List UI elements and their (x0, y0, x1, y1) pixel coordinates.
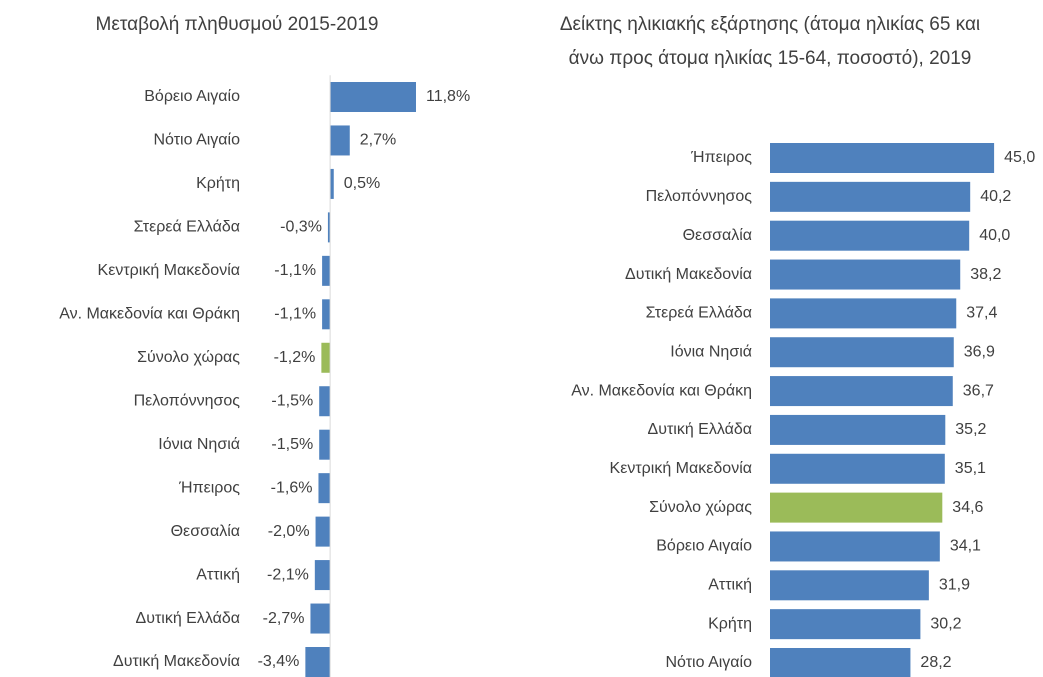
category-label: Δυτική Μακεδονία (113, 653, 240, 670)
bar (310, 603, 331, 634)
category-label: Δυτική Ελλάδα (648, 421, 753, 438)
bar (770, 143, 995, 173)
value-label: 35,2 (955, 421, 986, 438)
value-label: -1,5% (271, 436, 313, 453)
value-label: 0,5% (344, 175, 380, 192)
category-label: Ήπειρος (178, 479, 240, 496)
category-label: Κεντρική Μακεδονία (98, 262, 240, 279)
value-label: -0,3% (280, 219, 322, 236)
category-label: Κρήτη (196, 175, 240, 192)
bar (770, 492, 943, 523)
category-label: Βόρειο Αιγαίο (656, 538, 752, 555)
category-label: Δυτική Ελλάδα (136, 610, 241, 627)
bar (327, 212, 331, 243)
value-label: -1,1% (274, 262, 316, 279)
value-label: 36,9 (964, 343, 995, 360)
category-label: Νότιο Αιγαίο (666, 654, 753, 671)
bar (770, 220, 970, 251)
value-label: -1,2% (274, 349, 316, 366)
value-label: 40,0 (979, 227, 1010, 244)
bar (770, 376, 953, 407)
bar (770, 531, 940, 562)
value-label: 35,1 (955, 460, 986, 477)
category-label: Ιόνια Νησιά (670, 343, 752, 360)
category-label: Αττική (708, 577, 752, 594)
category-label: Στερεά Ελλάδα (646, 305, 752, 322)
value-label: 38,2 (970, 266, 1001, 283)
bar (330, 82, 416, 112)
value-label: 34,1 (950, 538, 981, 555)
category-label: Κεντρική Μακεδονία (610, 460, 752, 477)
category-label: Νότιο Αιγαίο (154, 132, 241, 149)
bar (321, 342, 331, 373)
category-label: Ιόνια Νησιά (158, 436, 240, 453)
value-label: -1,5% (271, 392, 313, 409)
bar (330, 168, 334, 199)
category-label: Βόρειο Αιγαίο (144, 88, 240, 105)
category-label: Αν. Μακεδονία και Θράκη (571, 382, 752, 399)
category-label: Δυτική Μακεδονία (625, 266, 752, 283)
category-label: Θεσσαλία (171, 523, 240, 540)
chart-title: Δείκτης ηλικιακής εξάρτησης (άτομα ηλικί… (559, 14, 981, 69)
value-label: -1,1% (274, 306, 316, 323)
category-label: Θεσσαλία (683, 227, 752, 244)
bar (770, 570, 929, 601)
category-label: Αττική (196, 566, 240, 583)
category-label: Σύνολο χώρας (137, 349, 240, 366)
bar (314, 560, 331, 591)
bar (770, 453, 945, 484)
value-label: 31,9 (939, 577, 970, 594)
value-label: 28,2 (920, 654, 951, 671)
value-label: 2,7% (360, 132, 396, 149)
bar (318, 473, 331, 504)
bar (770, 414, 946, 445)
category-label: Πελοπόννησος (646, 188, 753, 205)
value-label: 36,7 (963, 382, 994, 399)
value-label: -1,6% (271, 479, 313, 496)
bar (770, 648, 911, 677)
value-label: 37,4 (966, 305, 997, 322)
bar (322, 299, 331, 330)
value-label: -2,0% (268, 523, 310, 540)
value-label: -2,7% (263, 610, 305, 627)
bar (319, 429, 331, 460)
bar (315, 516, 331, 547)
bar (770, 181, 971, 212)
bar (305, 647, 331, 677)
bar (770, 609, 921, 640)
value-label: -2,1% (267, 566, 309, 583)
chart-title: Μεταβολή πληθυσμού 2015-2019 (95, 14, 379, 35)
category-label: Ήπειρος (690, 149, 752, 166)
bar (322, 255, 331, 286)
category-label: Πελοπόννησος (134, 392, 241, 409)
category-label: Κρήτη (708, 615, 752, 632)
bar (330, 125, 350, 156)
category-label: Στερεά Ελλάδα (134, 219, 240, 236)
bar (770, 298, 957, 329)
value-label: 45,0 (1004, 149, 1035, 166)
category-label: Σύνολο χώρας (649, 499, 752, 516)
value-label: 40,2 (980, 188, 1011, 205)
value-label: 34,6 (952, 499, 983, 516)
category-label: Αν. Μακεδονία και Θράκη (59, 306, 240, 323)
value-label: 30,2 (930, 615, 961, 632)
bar (770, 337, 954, 368)
bar (319, 386, 331, 417)
value-label: 11,8% (426, 88, 470, 105)
bar (770, 259, 961, 290)
value-label: -3,4% (258, 653, 300, 670)
